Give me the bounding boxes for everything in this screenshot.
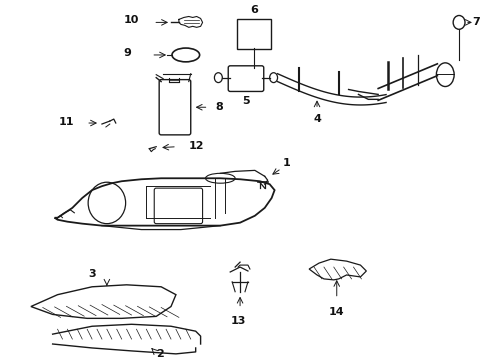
Text: 8: 8 [216,102,223,112]
Text: 14: 14 [329,306,344,316]
Text: 4: 4 [313,114,321,124]
Text: 1: 1 [283,158,290,168]
Text: 5: 5 [242,96,250,107]
Text: 10: 10 [124,15,140,26]
Text: 2: 2 [156,349,164,359]
Text: 9: 9 [123,48,131,58]
Text: 13: 13 [230,316,246,327]
Text: 6: 6 [250,5,258,14]
Text: 12: 12 [189,141,204,151]
Text: 3: 3 [88,269,96,279]
Text: 7: 7 [472,17,480,27]
Text: 11: 11 [59,117,74,127]
